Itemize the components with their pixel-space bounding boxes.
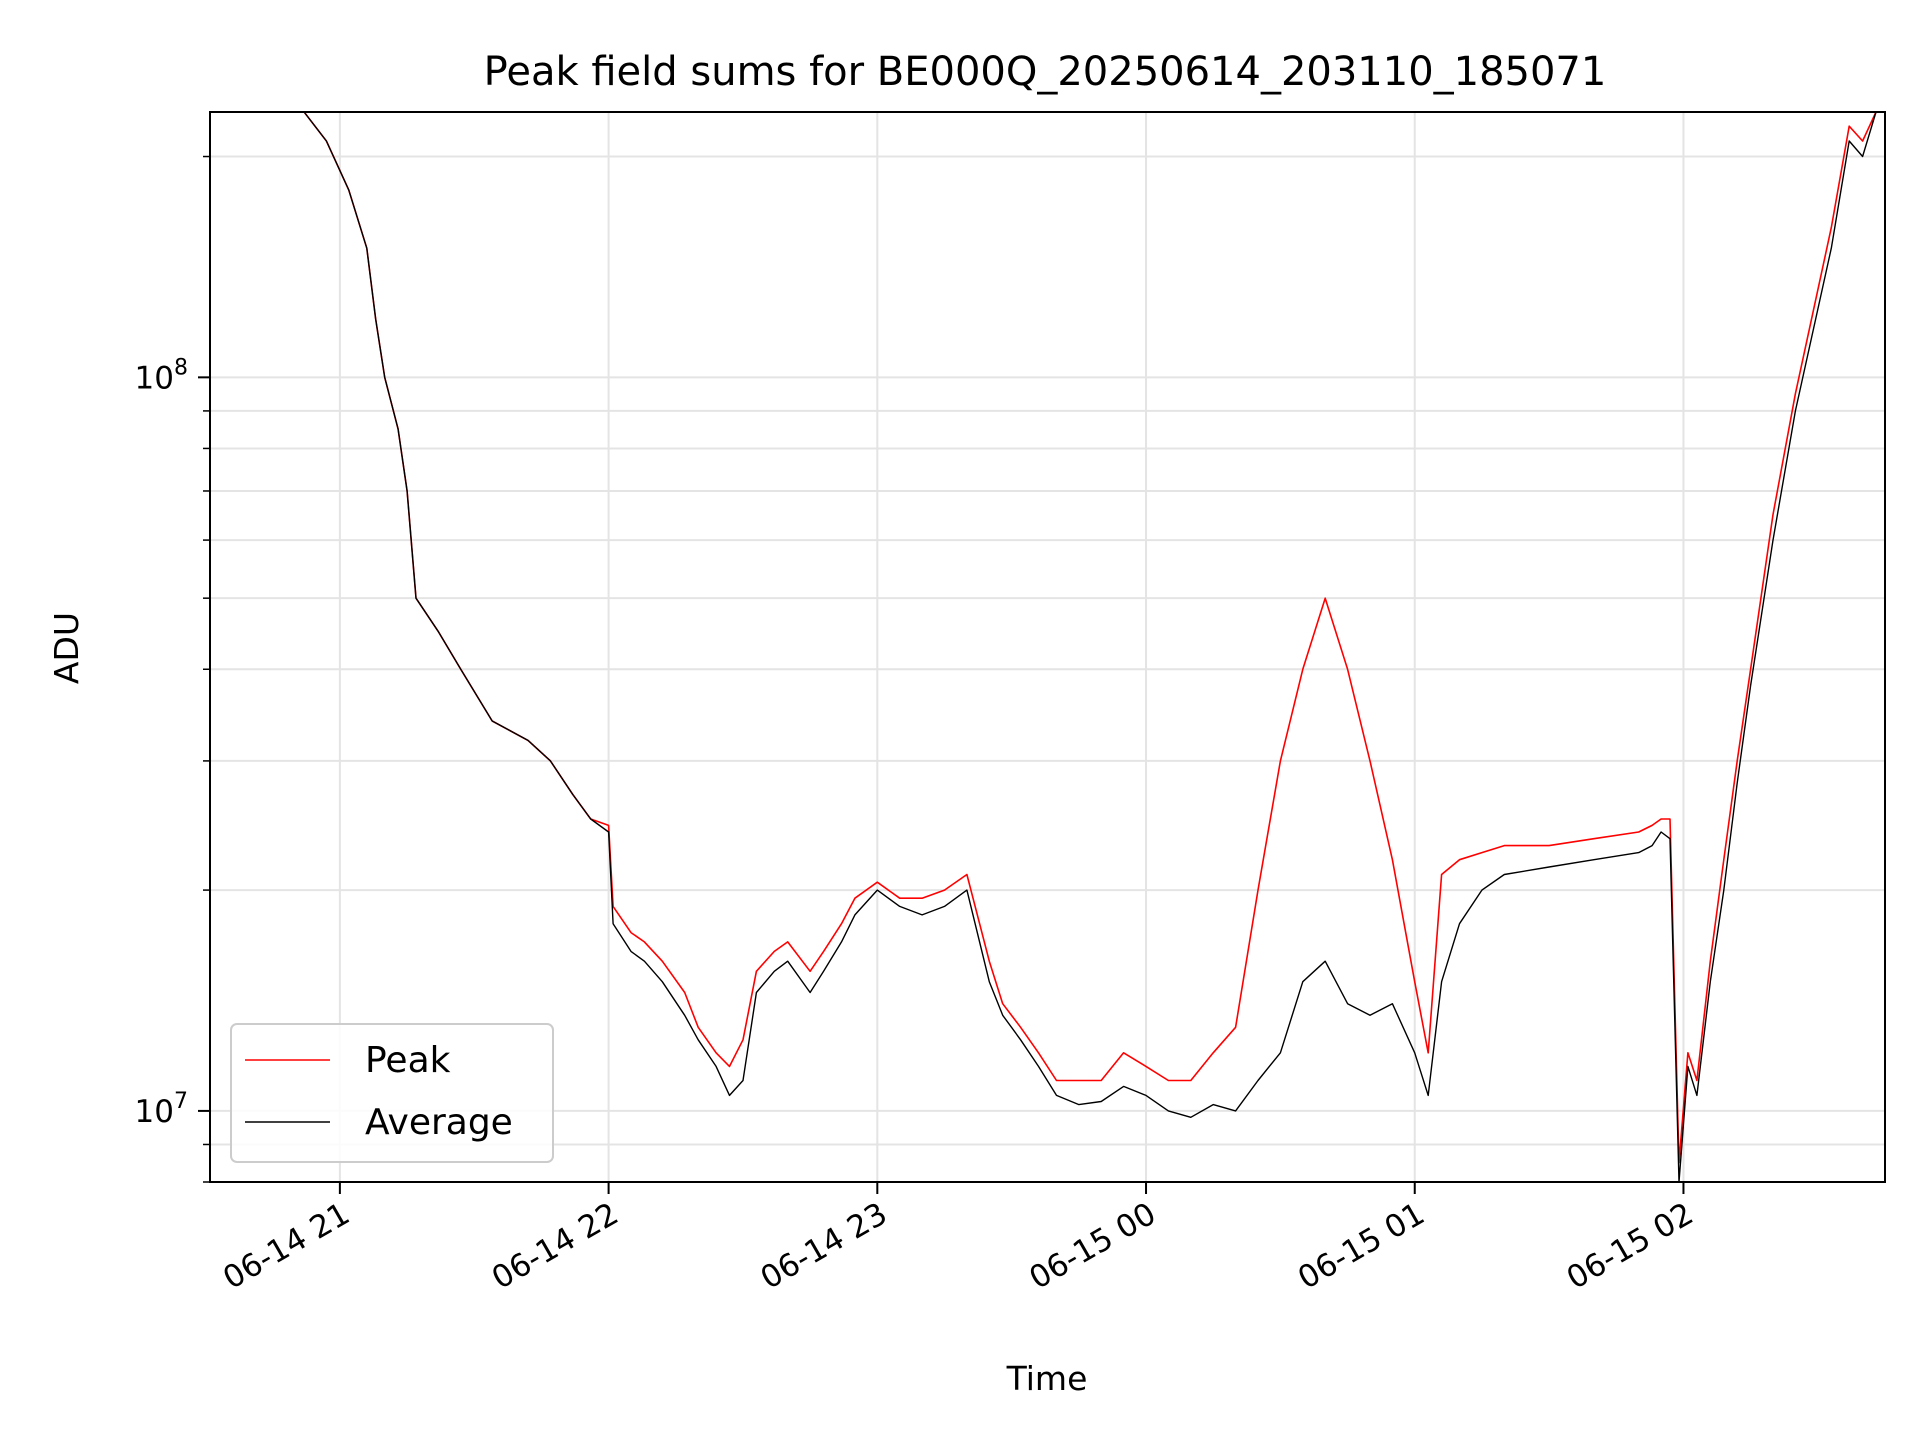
legend-label-average: Average [365,1102,513,1143]
plot-series [210,111,1877,1183]
legend-box [230,1023,554,1163]
series-line-average [210,111,1877,1183]
y-axis: 107 108 [135,155,210,1183]
y-axis-label: ADU [47,612,86,684]
y-tick-label: 108 [135,355,188,396]
legend-label-peak: Peak [365,1040,451,1081]
chart-title: Peak field sums for BE000Q_20250614_2031… [484,49,1607,95]
legend: Peak Average [230,1023,554,1163]
y-tick-label: 107 [135,1089,188,1130]
x-axis-label: Time [1006,1359,1088,1398]
plot-frame [209,111,1886,1183]
